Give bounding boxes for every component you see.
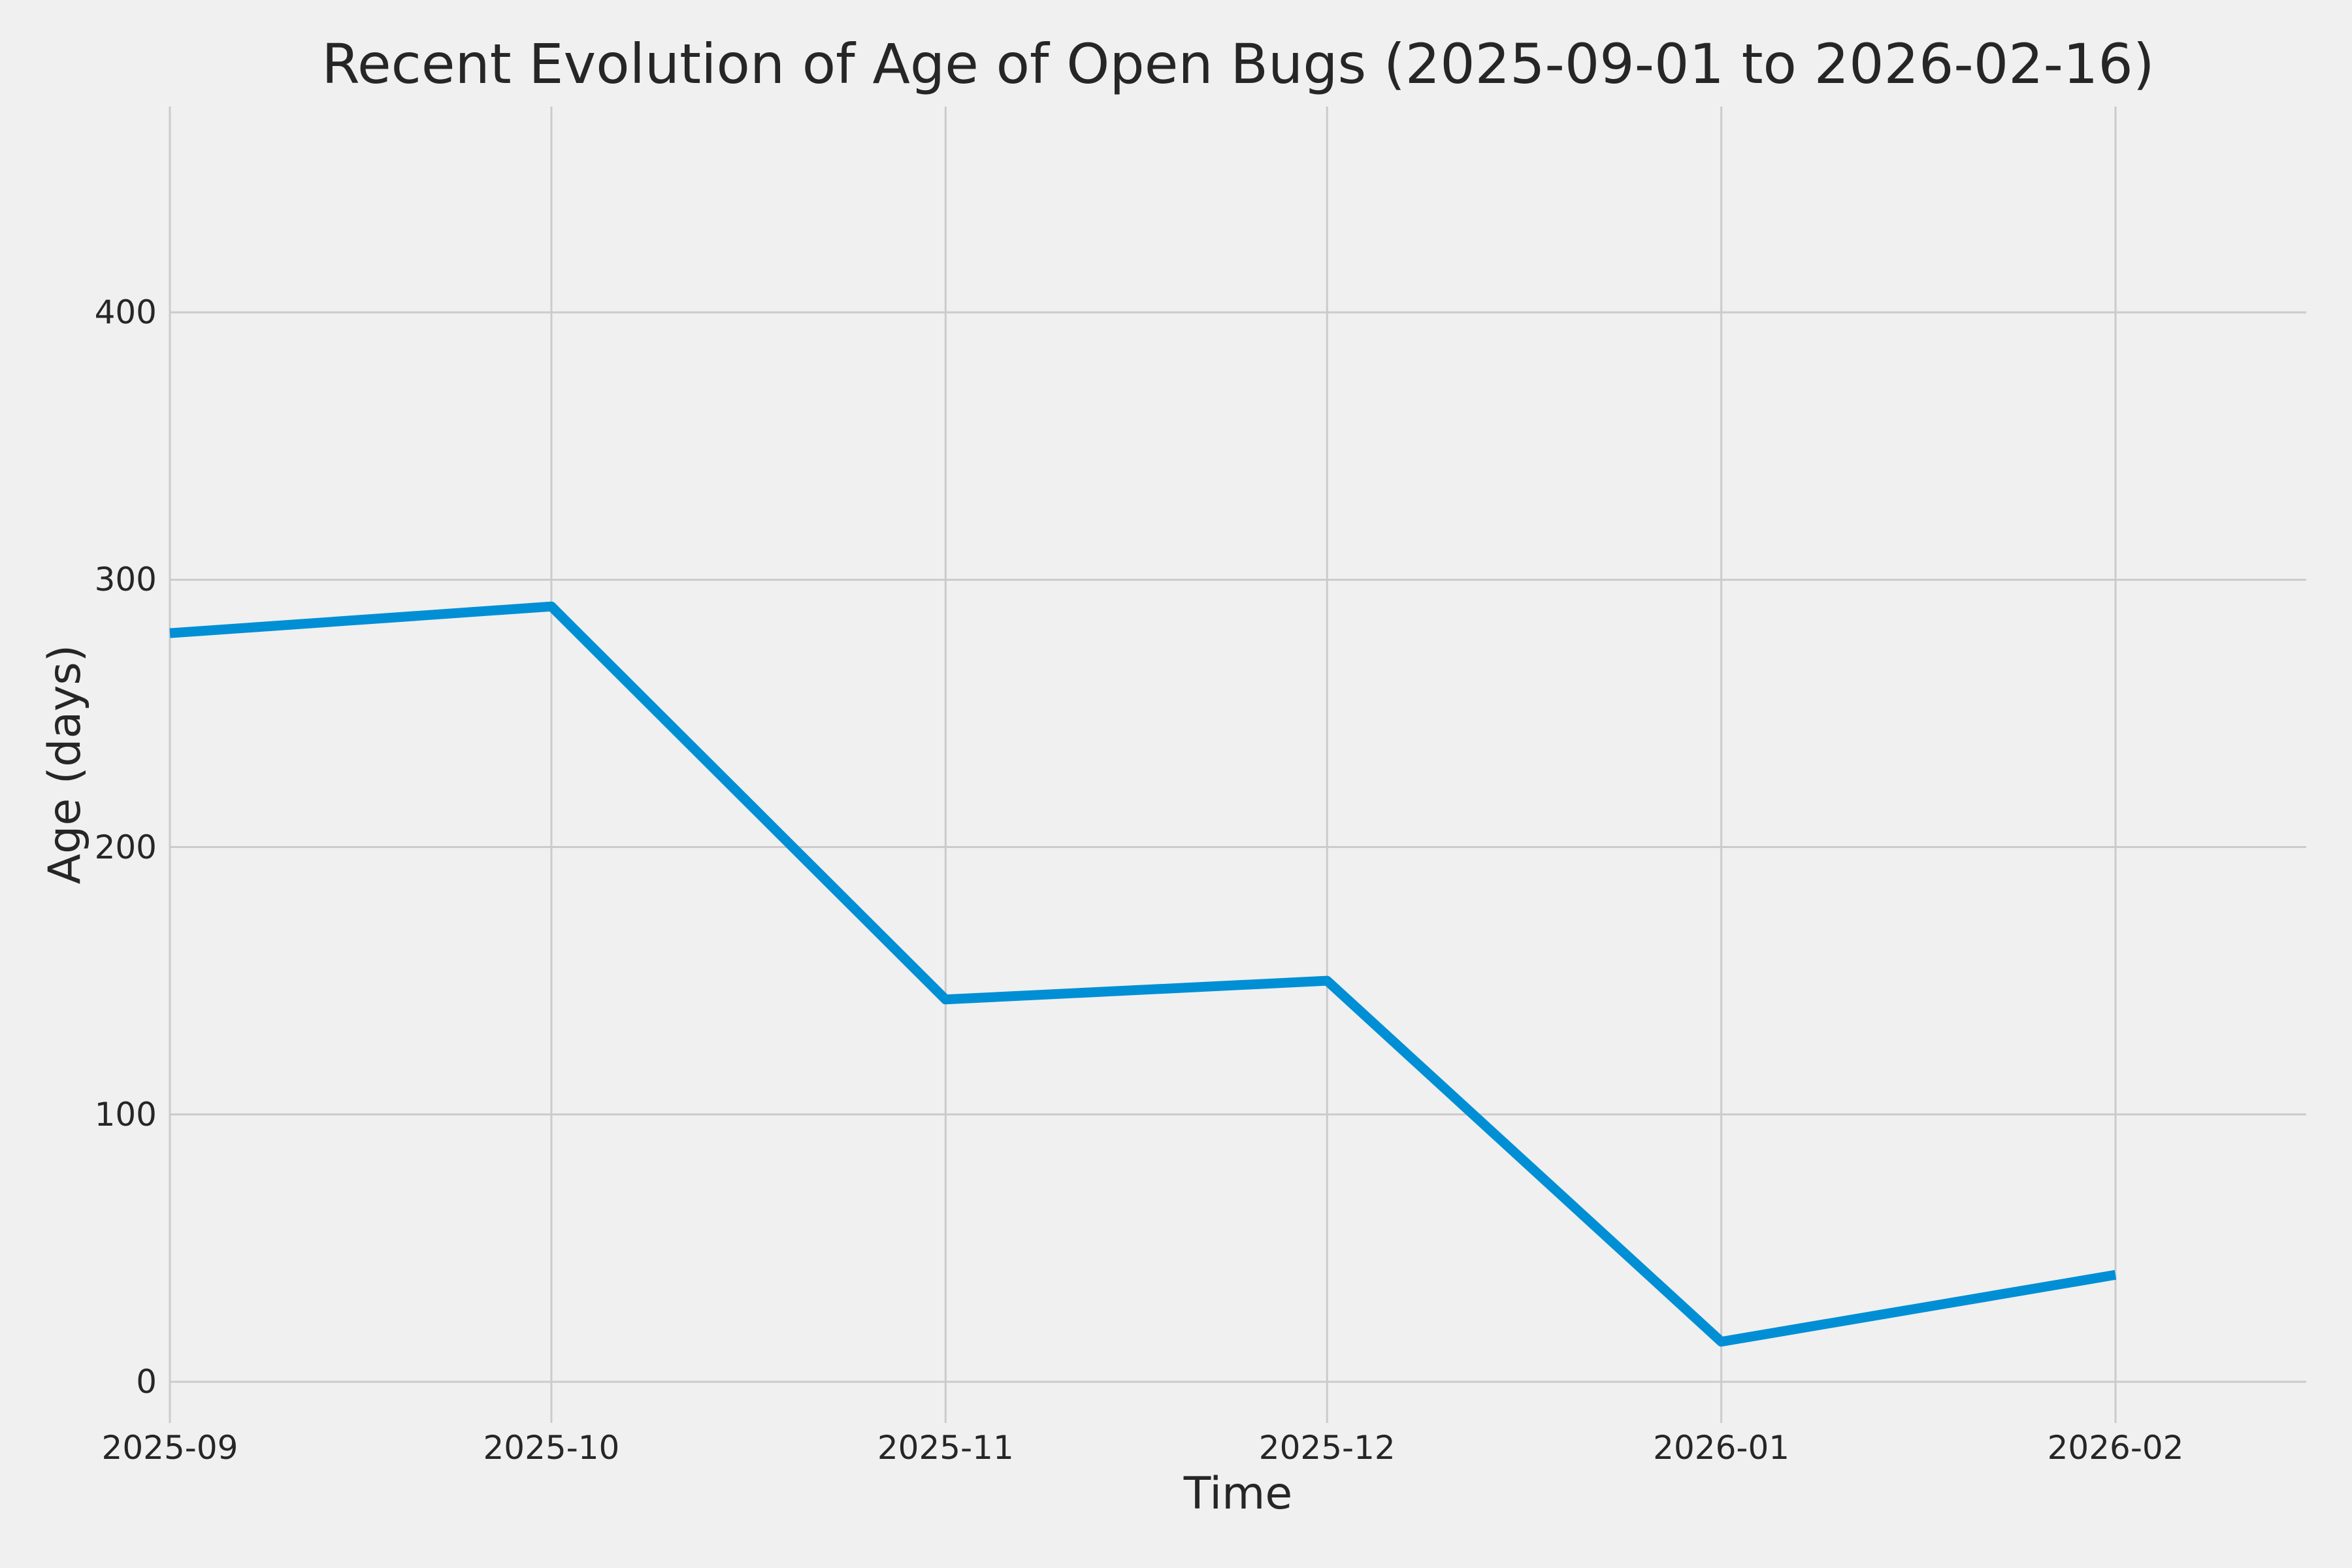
y-axis-label: Age (days) [39, 644, 91, 885]
chart-title: Recent Evolution of Age of Open Bugs (20… [321, 32, 2155, 96]
y-tick-label: 300 [94, 561, 157, 599]
x-tick-label: 2025-11 [877, 1429, 1014, 1467]
x-tick-label: 2025-10 [483, 1429, 620, 1467]
y-tick-label: 100 [94, 1095, 157, 1134]
x-tick-label: 2026-02 [2047, 1429, 2184, 1467]
y-tick-label: 400 [94, 293, 157, 332]
y-tick-label: 200 [94, 828, 157, 866]
y-tick-label: 0 [136, 1362, 157, 1401]
x-tick-label: 2026-01 [1653, 1429, 1790, 1467]
data-line [169, 601, 2117, 1347]
x-tick-label: 2025-12 [1258, 1429, 1396, 1467]
x-tick-label: 2025-09 [101, 1429, 238, 1467]
x-axis-label: Time [1183, 1468, 1293, 1520]
